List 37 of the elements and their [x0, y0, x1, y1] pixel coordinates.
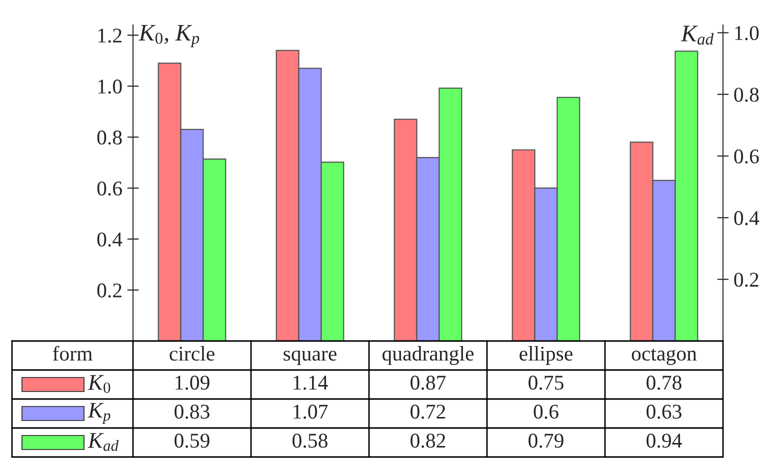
- x-tick-label: square: [284, 350, 336, 365]
- data-label: 1.14: [294, 376, 328, 390]
- y-tick-label: 1.2: [98, 28, 122, 43]
- data-label: 0.94: [646, 434, 682, 448]
- y-tick-label: 1.0: [98, 80, 122, 94]
- data-label: 0.75: [528, 376, 564, 390]
- x-tick-label: circle: [170, 346, 214, 361]
- y2-tick-label: 0.4: [734, 211, 760, 226]
- y-tick-label: 0.4: [97, 232, 122, 247]
- data-label: 0.79: [528, 434, 564, 448]
- y2-tick-label: 0.6: [734, 149, 759, 164]
- y2-axis-title: K$_{ad}$: [680, 26, 714, 45]
- data-label: 0.78: [646, 376, 682, 390]
- data-label: 1.09: [176, 376, 210, 390]
- legend-label: K$_{ad}$: [88, 433, 119, 451]
- y2-tick-label: 1.0: [735, 26, 759, 40]
- data-label: 1.07: [294, 404, 328, 419]
- data-label: 0.72: [410, 404, 446, 419]
- x-axis-title: form: [52, 346, 92, 361]
- legend-label: K$_{0}$: [88, 375, 110, 393]
- data-label: 0.87: [410, 376, 446, 390]
- y-axis-title: K$_{0}$, K$_{p}$: [138, 25, 200, 48]
- x-tick-label: octagon: [632, 348, 697, 365]
- y-tick-label: 0.6: [97, 181, 122, 196]
- data-label: 0.83: [174, 404, 210, 419]
- data-label: 0.6: [534, 404, 558, 419]
- legend-label: K$_{p}$: [88, 402, 110, 424]
- data-label: 0.82: [410, 434, 446, 448]
- data-label: 0.59: [174, 434, 210, 448]
- data-label: 0.58: [292, 434, 328, 448]
- y-tick-label: 0.2: [97, 283, 122, 298]
- y2-tick-label: 0.8: [734, 88, 759, 102]
- x-tick-label: quadrangle: [382, 346, 474, 365]
- y2-tick-label: 0.2: [734, 272, 758, 287]
- data-label: 0.63: [646, 404, 682, 419]
- y-tick-label: 0.8: [97, 130, 122, 145]
- x-tick-label: ellipse: [520, 346, 572, 365]
